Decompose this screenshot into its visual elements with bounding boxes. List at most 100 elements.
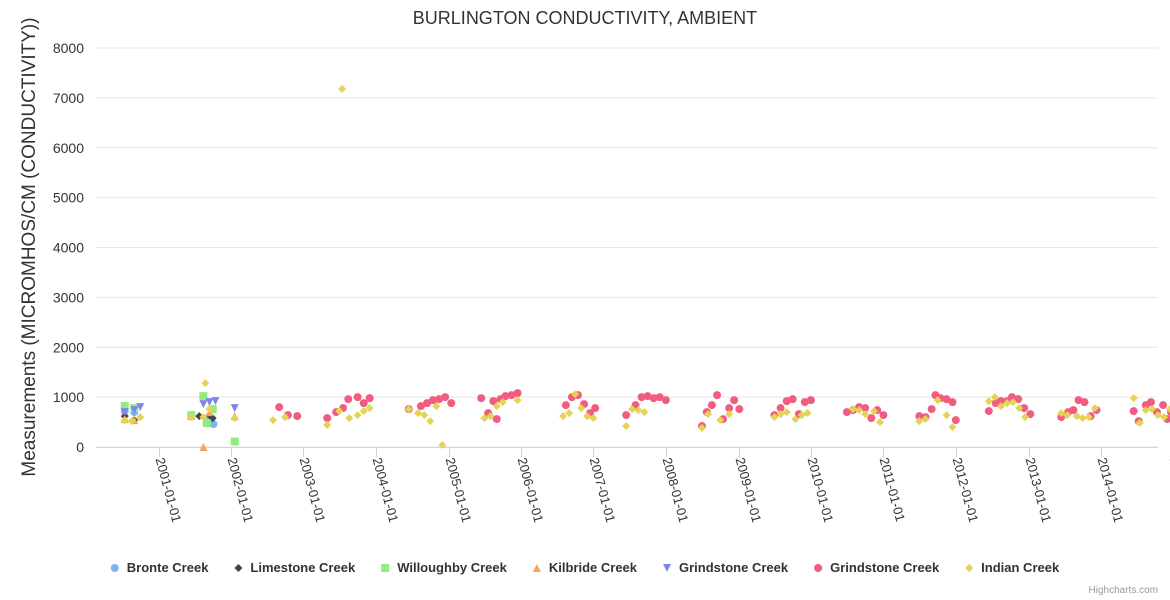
legend-label: Kilbride Creek [549,560,638,575]
data-point [800,398,809,407]
y-tick-label: 4000 [53,240,84,256]
data-point [293,412,302,421]
data-point [583,412,592,421]
data-point [1021,413,1030,422]
data-point [921,415,930,424]
data-point [365,404,374,413]
series-3 [120,408,239,451]
data-point [338,84,347,93]
data-point [1063,411,1072,420]
data-point [426,417,435,426]
data-point [230,404,239,413]
legend-label: Grindstone Creek [830,560,940,575]
x-tick-label: 2012-01-01 [950,456,982,524]
data-point [1166,405,1170,414]
data-point [643,392,652,401]
data-point [1160,413,1169,422]
data-point [1015,404,1024,413]
data-point [996,402,1005,411]
data-point [716,416,725,425]
data-point [1084,413,1093,422]
data-point [990,393,999,402]
data-point [1129,407,1138,416]
credit-label[interactable]: Highcharts.com [1088,585,1158,596]
legend-item: Bronte Creek [110,560,209,575]
data-point [202,419,211,428]
data-point [1141,406,1150,415]
data-point [130,406,139,415]
data-point [205,398,214,407]
data-point [870,407,879,416]
data-point [513,396,522,405]
data-point [849,405,858,414]
data-point [655,393,664,402]
legend-symbol [532,564,541,572]
x-tick-label: 2005-01-01 [443,456,475,524]
data-point [432,402,441,411]
data-point [725,404,734,413]
legend-item: Kilbride Creek [532,560,638,575]
data-point [480,414,489,423]
data-point [1147,405,1156,414]
data-point [591,404,600,413]
data-point [199,443,208,451]
data-point [770,413,779,422]
legend-symbol [965,564,974,572]
data-point [776,410,785,419]
data-point [589,414,598,423]
x-tick-label: 2013-01-01 [1023,456,1055,524]
y-tick-label: 1000 [53,389,84,405]
data-point [359,407,368,416]
data-point [199,392,208,401]
data-point [565,409,574,418]
data-point [915,417,924,426]
data-point [1003,399,1012,408]
data-point [571,390,580,399]
data-point [996,397,1005,406]
data-point [492,402,501,411]
data-point [637,393,646,402]
data-point [776,404,785,413]
y-axis: 0 1000 2000 3000 4000 5000 6000 7000 8000 [53,40,84,455]
data-point [713,391,722,400]
legend-item: Indian Creek [965,560,1060,575]
x-tick-label: 2010-01-01 [805,456,837,524]
data-point [561,401,570,410]
data-point [501,392,510,401]
data-point [404,405,413,414]
data-point [345,414,354,423]
data-point [879,411,888,420]
data-point [201,379,210,388]
data-point [933,396,942,405]
data-point [735,405,744,414]
x-tick-label: 2009-01-01 [733,456,765,524]
data-point [867,414,876,423]
series-6 [120,84,1170,450]
x-axis: 2001-01-01 2002-01-01 2003-01-01 2004-01-01… [96,447,1170,524]
y-tick-label: 5000 [53,190,84,206]
data-point [199,413,208,422]
data-point [414,409,423,418]
data-point [441,393,450,402]
legend-label: Indian Creek [981,560,1060,575]
data-point [1020,404,1029,413]
data-point [577,404,586,413]
legend-symbol [234,564,243,572]
x-tick-label: 2014-01-01 [1095,456,1127,524]
data-point [1146,398,1155,407]
data-point [429,396,438,405]
data-point [365,394,374,403]
data-point [1080,398,1089,407]
data-point [230,437,239,446]
legend-label: Grindstone Creek [679,560,789,575]
data-point [281,413,290,422]
legend-symbol [663,564,672,572]
y-tick-label: 3000 [53,289,84,305]
x-tick-label: 2015-01-01 [1167,456,1170,524]
data-point [806,396,815,405]
data-point [423,399,432,408]
data-point [275,403,284,412]
data-point [120,416,129,425]
x-tick-label: 2004-01-01 [370,456,402,524]
